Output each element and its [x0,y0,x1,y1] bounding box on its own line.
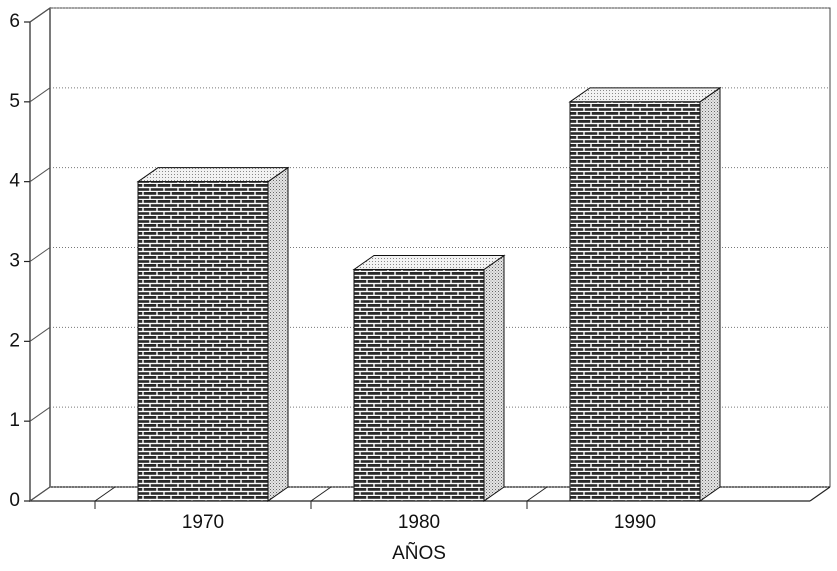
grid-line [29,167,51,183]
bar-side [267,166,289,502]
floor-divider [94,486,116,502]
bar-top [352,254,506,270]
x-tick-label: 1970 [182,512,224,533]
bar [569,101,701,502]
back-wall [50,7,831,487]
x-tick-label: 1990 [614,512,656,533]
grid-line [29,7,51,23]
y-tick-label: 2 [9,330,20,351]
grid-line [29,326,51,342]
grid-line [29,247,51,262]
y-tick-label: 6 [9,11,20,32]
floor-divider [310,486,332,502]
bar-side [483,254,505,502]
grid-line [29,406,51,422]
y-tick-label: 3 [9,251,20,272]
y-tick-label: 4 [9,171,20,192]
bar-side [699,86,721,502]
y-tick-label: 0 [9,490,20,511]
grid-line [29,87,51,103]
floor-right [809,486,831,502]
bar-top [568,87,722,103]
y-tick-label: 5 [9,91,20,112]
x-axis-label: AÑOS [392,542,446,564]
floor-divider [526,486,548,502]
grid-line [29,486,51,502]
bar [353,268,485,502]
bar [137,181,269,502]
bar-top [136,167,290,183]
x-tick-label: 1980 [398,512,440,533]
y-tick-label: 1 [9,410,20,431]
